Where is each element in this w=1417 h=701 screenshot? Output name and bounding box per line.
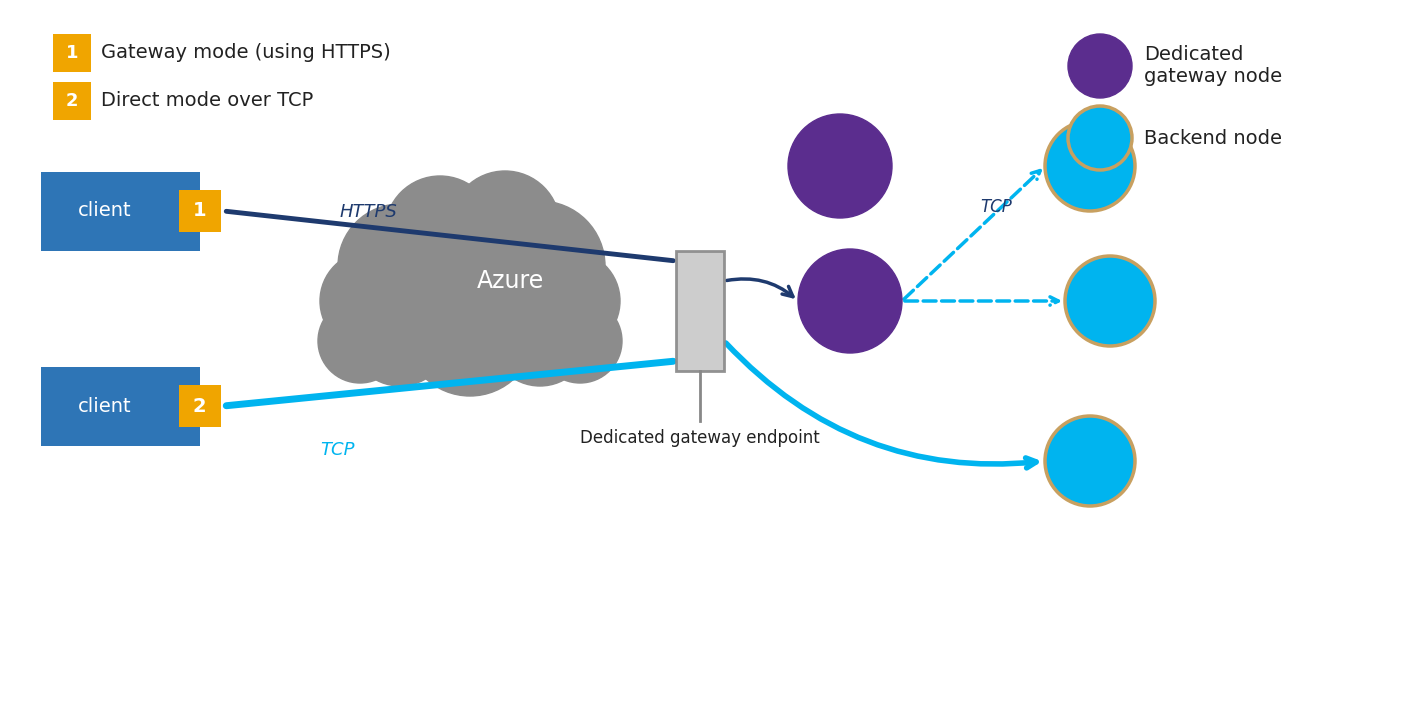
- Circle shape: [320, 251, 419, 351]
- FancyBboxPatch shape: [179, 385, 221, 427]
- Circle shape: [405, 266, 536, 396]
- FancyBboxPatch shape: [41, 172, 200, 250]
- Text: TCP: TCP: [981, 198, 1012, 216]
- FancyBboxPatch shape: [41, 367, 200, 446]
- Text: Backend node: Backend node: [1144, 128, 1282, 147]
- Circle shape: [1066, 256, 1155, 346]
- Text: Dedicated gateway endpoint: Dedicated gateway endpoint: [580, 429, 820, 447]
- Text: 2: 2: [193, 397, 207, 416]
- Circle shape: [1044, 121, 1135, 211]
- Text: TCP: TCP: [320, 441, 354, 459]
- Text: Direct mode over TCP: Direct mode over TCP: [101, 92, 313, 111]
- FancyBboxPatch shape: [52, 82, 91, 120]
- Text: Azure: Azure: [476, 269, 544, 293]
- FancyBboxPatch shape: [52, 34, 91, 72]
- Circle shape: [1068, 34, 1132, 98]
- Circle shape: [451, 171, 560, 281]
- Text: 2: 2: [65, 92, 78, 110]
- Text: 1: 1: [65, 44, 78, 62]
- Text: client: client: [78, 201, 132, 221]
- Circle shape: [520, 251, 621, 351]
- Circle shape: [350, 286, 451, 386]
- Text: HTTPS: HTTPS: [340, 203, 398, 221]
- Circle shape: [390, 211, 550, 371]
- Text: client: client: [78, 397, 132, 416]
- Circle shape: [538, 299, 622, 383]
- Circle shape: [1044, 416, 1135, 506]
- FancyBboxPatch shape: [179, 190, 221, 232]
- FancyBboxPatch shape: [676, 251, 724, 371]
- Text: Dedicated
gateway node: Dedicated gateway node: [1144, 46, 1282, 86]
- Circle shape: [490, 286, 589, 386]
- Circle shape: [1068, 106, 1132, 170]
- Circle shape: [475, 201, 605, 331]
- Circle shape: [788, 114, 891, 218]
- Circle shape: [798, 249, 903, 353]
- Text: 1: 1: [193, 201, 207, 221]
- Text: Gateway mode (using HTTPS): Gateway mode (using HTTPS): [101, 43, 391, 62]
- Circle shape: [385, 176, 495, 286]
- Circle shape: [317, 299, 402, 383]
- Circle shape: [339, 204, 462, 328]
